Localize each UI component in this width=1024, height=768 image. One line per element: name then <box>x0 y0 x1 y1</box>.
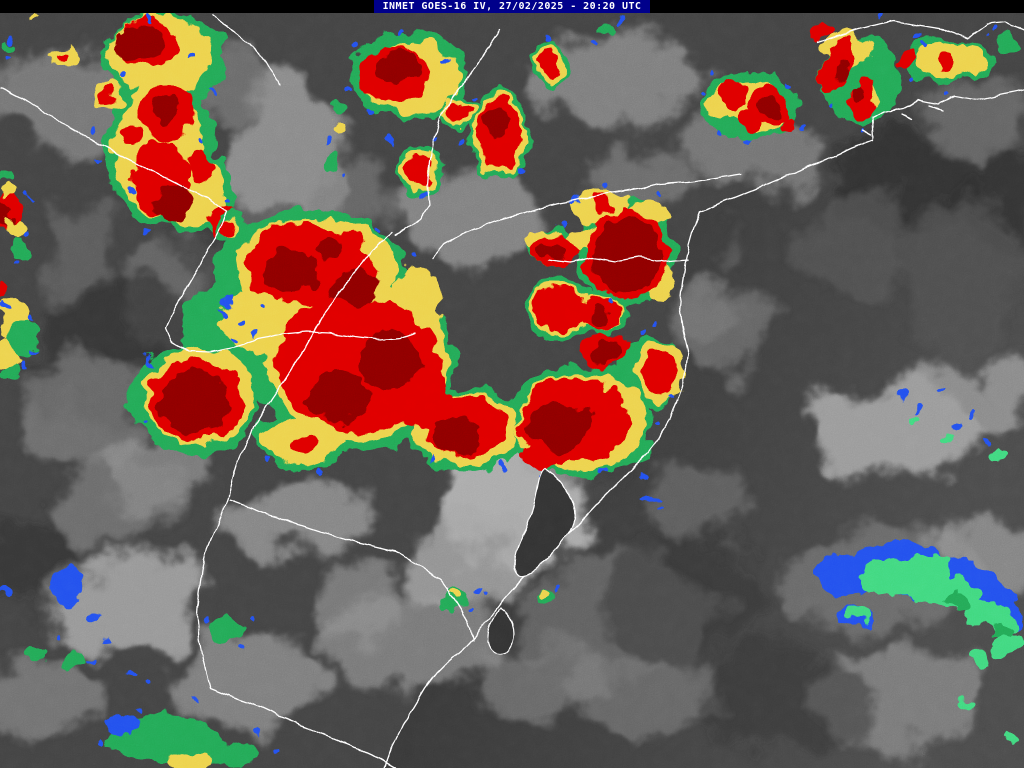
title-bar: INMET GOES-16 IV, 27/02/2025 - 20:20 UTC <box>0 0 1024 13</box>
image-title: INMET GOES-16 IV, 27/02/2025 - 20:20 UTC <box>373 0 651 13</box>
